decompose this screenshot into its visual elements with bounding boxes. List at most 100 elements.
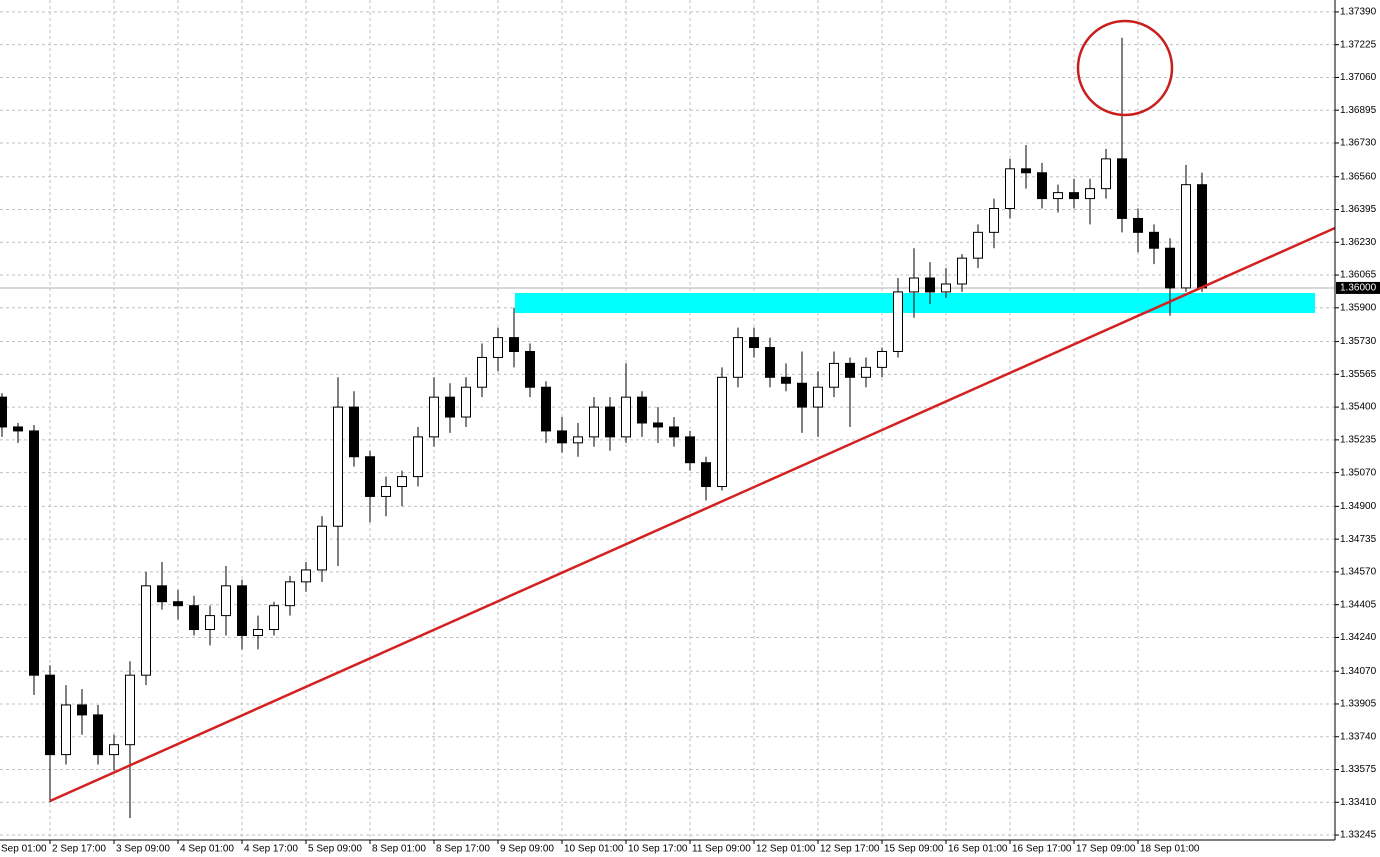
- x-tick-label: 8 Sep 17:00: [436, 844, 490, 855]
- candle-body: [61, 704, 71, 756]
- candle-body: [77, 704, 87, 716]
- candle-body: [845, 362, 855, 378]
- candle-body: [269, 605, 279, 631]
- trend-line: [49, 226, 1336, 803]
- x-tick-label: 15 Sep 09:00: [884, 844, 944, 855]
- candle-body: [413, 436, 423, 478]
- candle-body: [45, 674, 55, 756]
- candle-body: [477, 356, 487, 388]
- y-tick-label: 1.35235: [1340, 434, 1377, 445]
- candle-body: [653, 422, 663, 428]
- y-tick-label: 1.34070: [1340, 666, 1377, 677]
- support-zone: [515, 293, 1315, 313]
- candle-body: [29, 430, 39, 676]
- x-tick-label: 4 Sep 01:00: [180, 844, 234, 855]
- candle-body: [365, 456, 375, 497]
- y-tick-label: 1.33410: [1340, 797, 1377, 808]
- y-tick-label: 1.37225: [1340, 39, 1377, 50]
- candle-body: [525, 350, 535, 388]
- y-tick-label: 1.35565: [1340, 369, 1377, 380]
- candle-body: [237, 585, 247, 636]
- candle-body: [93, 714, 103, 756]
- candle-body: [557, 430, 567, 444]
- y-tick-label: 1.35900: [1340, 302, 1377, 313]
- candle-body: [861, 366, 871, 378]
- candle-body: [1197, 184, 1207, 289]
- candle-body: [13, 426, 23, 432]
- y-tick-label: 1.35730: [1340, 336, 1377, 347]
- x-tick-label: 8 Sep 01:00: [372, 844, 426, 855]
- candle-body: [1069, 192, 1079, 200]
- y-tick-label: 1.34405: [1340, 599, 1377, 610]
- y-tick-label: 1.33575: [1340, 764, 1377, 775]
- y-tick-label: 1.36730: [1340, 138, 1377, 149]
- candle-body: [813, 386, 823, 408]
- y-tick-label: 1.37390: [1340, 7, 1377, 18]
- highlight-circle: [1076, 19, 1174, 117]
- current-price-label: 1.36000: [1340, 283, 1377, 294]
- candle-body: [797, 382, 807, 408]
- candle-body: [429, 396, 439, 438]
- candle-body: [285, 581, 295, 607]
- candle-body: [1181, 184, 1191, 289]
- candle-body: [1117, 158, 1127, 219]
- x-tick-label: 16 Sep 17:00: [1012, 844, 1072, 855]
- candle-body: [1005, 168, 1015, 210]
- candle-body: [1133, 217, 1143, 233]
- candle-body: [573, 436, 583, 444]
- candle-body: [781, 376, 791, 384]
- candle-body: [765, 347, 775, 378]
- candle-body: [1037, 172, 1047, 200]
- x-tick-label: 16 Sep 01:00: [948, 844, 1008, 855]
- axis-labels: 1.37390 1.37225 1.37060 1.36895 1.36730 1.365…: [1, 7, 1380, 855]
- x-tick-label: 17 Sep 09:00: [1076, 844, 1136, 855]
- x-tick-label: 10 Sep 01:00: [564, 844, 624, 855]
- candle-body: [1085, 188, 1095, 200]
- candle-body: [189, 605, 199, 631]
- candle-body: [0, 396, 7, 428]
- y-tick-label: 1.36895: [1340, 105, 1377, 116]
- candle-body: [509, 337, 519, 352]
- candle-body: [333, 406, 343, 527]
- x-tick-label: 3 Sep 09:00: [116, 844, 170, 855]
- x-tick-label: 9 Sep 09:00: [500, 844, 554, 855]
- candle-body: [205, 615, 215, 631]
- candle-body: [941, 283, 951, 293]
- candle-body: [589, 406, 599, 438]
- candle-body: [733, 337, 743, 378]
- y-tick-label: 1.33905: [1340, 699, 1377, 710]
- x-tick-label: 18 Sep 01:00: [1140, 844, 1200, 855]
- y-tick-label: 1.36065: [1340, 270, 1377, 281]
- candle-body: [685, 436, 695, 464]
- candle-body: [541, 386, 551, 432]
- x-tick-label: 11 Sep 09:00: [692, 844, 751, 855]
- y-tick-label: 1.34735: [1340, 534, 1377, 545]
- candle-body: [749, 337, 759, 349]
- y-tick-label: 1.36560: [1340, 171, 1377, 182]
- candle-body: [877, 350, 887, 368]
- candle-body: [605, 406, 615, 438]
- y-tick-label: 1.34900: [1340, 501, 1377, 512]
- x-tick-label: 2 Sep 17:00: [52, 844, 106, 855]
- y-tick-label: 1.35400: [1340, 402, 1377, 413]
- y-tick-label: 1.34570: [1340, 567, 1377, 578]
- candle-body: [1149, 231, 1159, 249]
- candle-body: [637, 396, 647, 424]
- candle-body: [157, 585, 167, 603]
- candle-body: [253, 629, 263, 636]
- candle-body: [445, 396, 455, 418]
- candle-body: [701, 462, 711, 488]
- candle-body: [925, 277, 935, 293]
- x-tick-label: 5 Sep 09:00: [308, 844, 362, 855]
- candle-body: [461, 386, 471, 418]
- y-tick-label: 1.37060: [1340, 72, 1377, 83]
- candle-body: [1165, 247, 1175, 289]
- y-tick-label: 1.33245: [1340, 830, 1377, 841]
- y-tick-label: 1.35070: [1340, 467, 1377, 478]
- candle-body: [717, 376, 727, 488]
- candle-body: [669, 426, 679, 438]
- y-tick-label: 1.34240: [1340, 632, 1377, 643]
- y-tick-label: 1.33740: [1340, 731, 1377, 742]
